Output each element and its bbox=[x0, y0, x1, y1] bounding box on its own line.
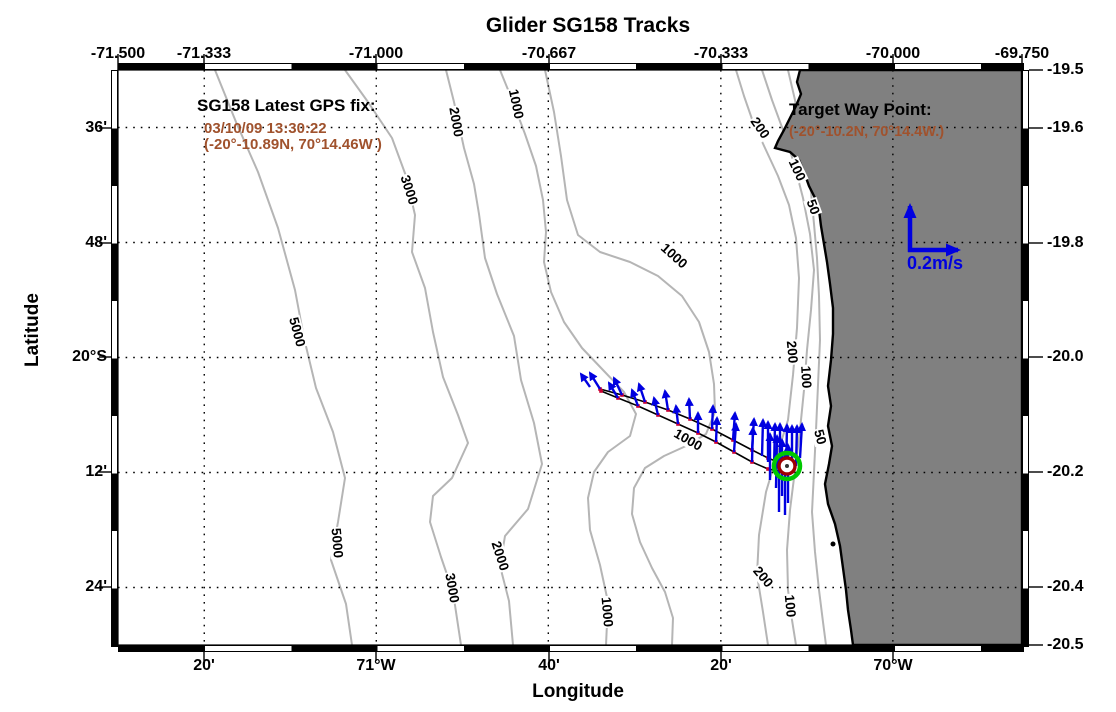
velocity-scale-label: 0.2m/s bbox=[907, 253, 964, 273]
top-tick-label: -71.000 bbox=[348, 45, 404, 62]
right-tick-label: -20.0 bbox=[1047, 348, 1084, 365]
gps-fix-title: SG158 Latest GPS fix: bbox=[197, 96, 376, 115]
current-vector-arrow bbox=[684, 397, 694, 420]
current-vector-arrow bbox=[661, 389, 671, 411]
surfacing-dot bbox=[599, 389, 603, 393]
contour-value-label: 50 bbox=[811, 427, 830, 447]
x-axis-label: Longitude bbox=[532, 681, 624, 702]
top-tick-label: -70.333 bbox=[693, 45, 749, 62]
right-tick-label: -20.4 bbox=[1047, 578, 1084, 595]
current-vector-arrow bbox=[708, 404, 718, 430]
right-tick-label: -20.2 bbox=[1047, 463, 1084, 480]
waypoint-title: Target Way Point: bbox=[789, 100, 932, 119]
gps-fix-coordinates: (-20°-10.89N, 70°14.46W ) bbox=[204, 136, 382, 153]
land-mass bbox=[773, 68, 1024, 647]
bottom-tick-label: 71°W bbox=[356, 657, 396, 674]
track-line bbox=[600, 390, 789, 472]
current-vector-arrow bbox=[712, 416, 722, 443]
gps-fix-time: 03/10/09 13:30:22 bbox=[204, 120, 327, 137]
current-vector-arrow bbox=[797, 422, 807, 459]
frame-strip-right bbox=[1022, 70, 1029, 647]
land-polygon bbox=[773, 68, 1024, 647]
top-tick-label: -70.667 bbox=[521, 45, 577, 62]
current-vector-arrow bbox=[758, 418, 768, 457]
page-title: Glider SG158 Tracks bbox=[485, 14, 691, 37]
contour-value-label: 100 bbox=[798, 364, 815, 390]
right-tick-label: -19.8 bbox=[1047, 234, 1084, 251]
bottom-tick-label: 70°W bbox=[873, 657, 913, 674]
current-vector-arrow bbox=[630, 388, 640, 407]
contour-line bbox=[344, 69, 469, 646]
current-vector-arrow bbox=[579, 372, 591, 388]
left-tick-label: 12' bbox=[85, 463, 107, 480]
glider-track bbox=[598, 387, 790, 473]
current-vector-arrow bbox=[636, 382, 647, 403]
current-vector-arrow bbox=[651, 396, 660, 416]
velocity-scale-arrows bbox=[903, 203, 961, 257]
contour-value-label: 200 bbox=[783, 339, 801, 365]
bottom-tick-label: 40' bbox=[538, 657, 560, 674]
bottom-tick-label: 20' bbox=[193, 657, 215, 674]
top-tick-label: -70.000 bbox=[865, 45, 921, 62]
contour-line bbox=[499, 69, 637, 646]
y-axis-label: Latitude bbox=[22, 293, 43, 367]
latest-fix-marker bbox=[771, 450, 803, 482]
contour-line bbox=[544, 69, 716, 646]
current-vector-arrow bbox=[612, 376, 624, 396]
right-tick-label: -20.5 bbox=[1047, 636, 1084, 653]
current-vector-arrow bbox=[748, 426, 758, 463]
frame-strip-bottom bbox=[118, 645, 1024, 652]
top-tick-label: -71.500 bbox=[90, 45, 146, 62]
left-tick-label: 24' bbox=[85, 578, 107, 595]
current-vector-arrow bbox=[672, 404, 682, 425]
frame-strip-left bbox=[111, 70, 118, 647]
contour-line bbox=[214, 69, 353, 646]
right-tick-label: -19.5 bbox=[1047, 61, 1084, 78]
frame-strip-top bbox=[118, 63, 1024, 70]
surfacing-dot bbox=[766, 467, 770, 471]
contour-value-label: 5000 bbox=[328, 526, 347, 560]
top-tick-label: -69.750 bbox=[994, 45, 1050, 62]
left-tick-label: 20°S bbox=[72, 348, 107, 365]
top-tick-label: -71.333 bbox=[176, 45, 232, 62]
grid-dotted-lines bbox=[118, 70, 1022, 645]
right-tick-label: -19.6 bbox=[1047, 119, 1084, 136]
bottom-tick-label: 20' bbox=[710, 657, 732, 674]
waypoint-coordinates: (-20°-10.2N, 70°14.4W.) bbox=[789, 124, 945, 140]
current-vector-arrow bbox=[731, 422, 740, 453]
current-vector-arrow bbox=[607, 381, 620, 399]
contour-value-label: 100 bbox=[781, 593, 799, 619]
current-vector-arrow bbox=[588, 371, 602, 390]
waypoint-ring-green bbox=[771, 450, 803, 482]
contour-value-label: 1000 bbox=[598, 595, 617, 629]
fix-center-dot bbox=[785, 464, 789, 468]
islet bbox=[830, 541, 836, 547]
left-tick-label: 36' bbox=[85, 119, 107, 136]
left-tick-label: 48' bbox=[85, 234, 107, 251]
